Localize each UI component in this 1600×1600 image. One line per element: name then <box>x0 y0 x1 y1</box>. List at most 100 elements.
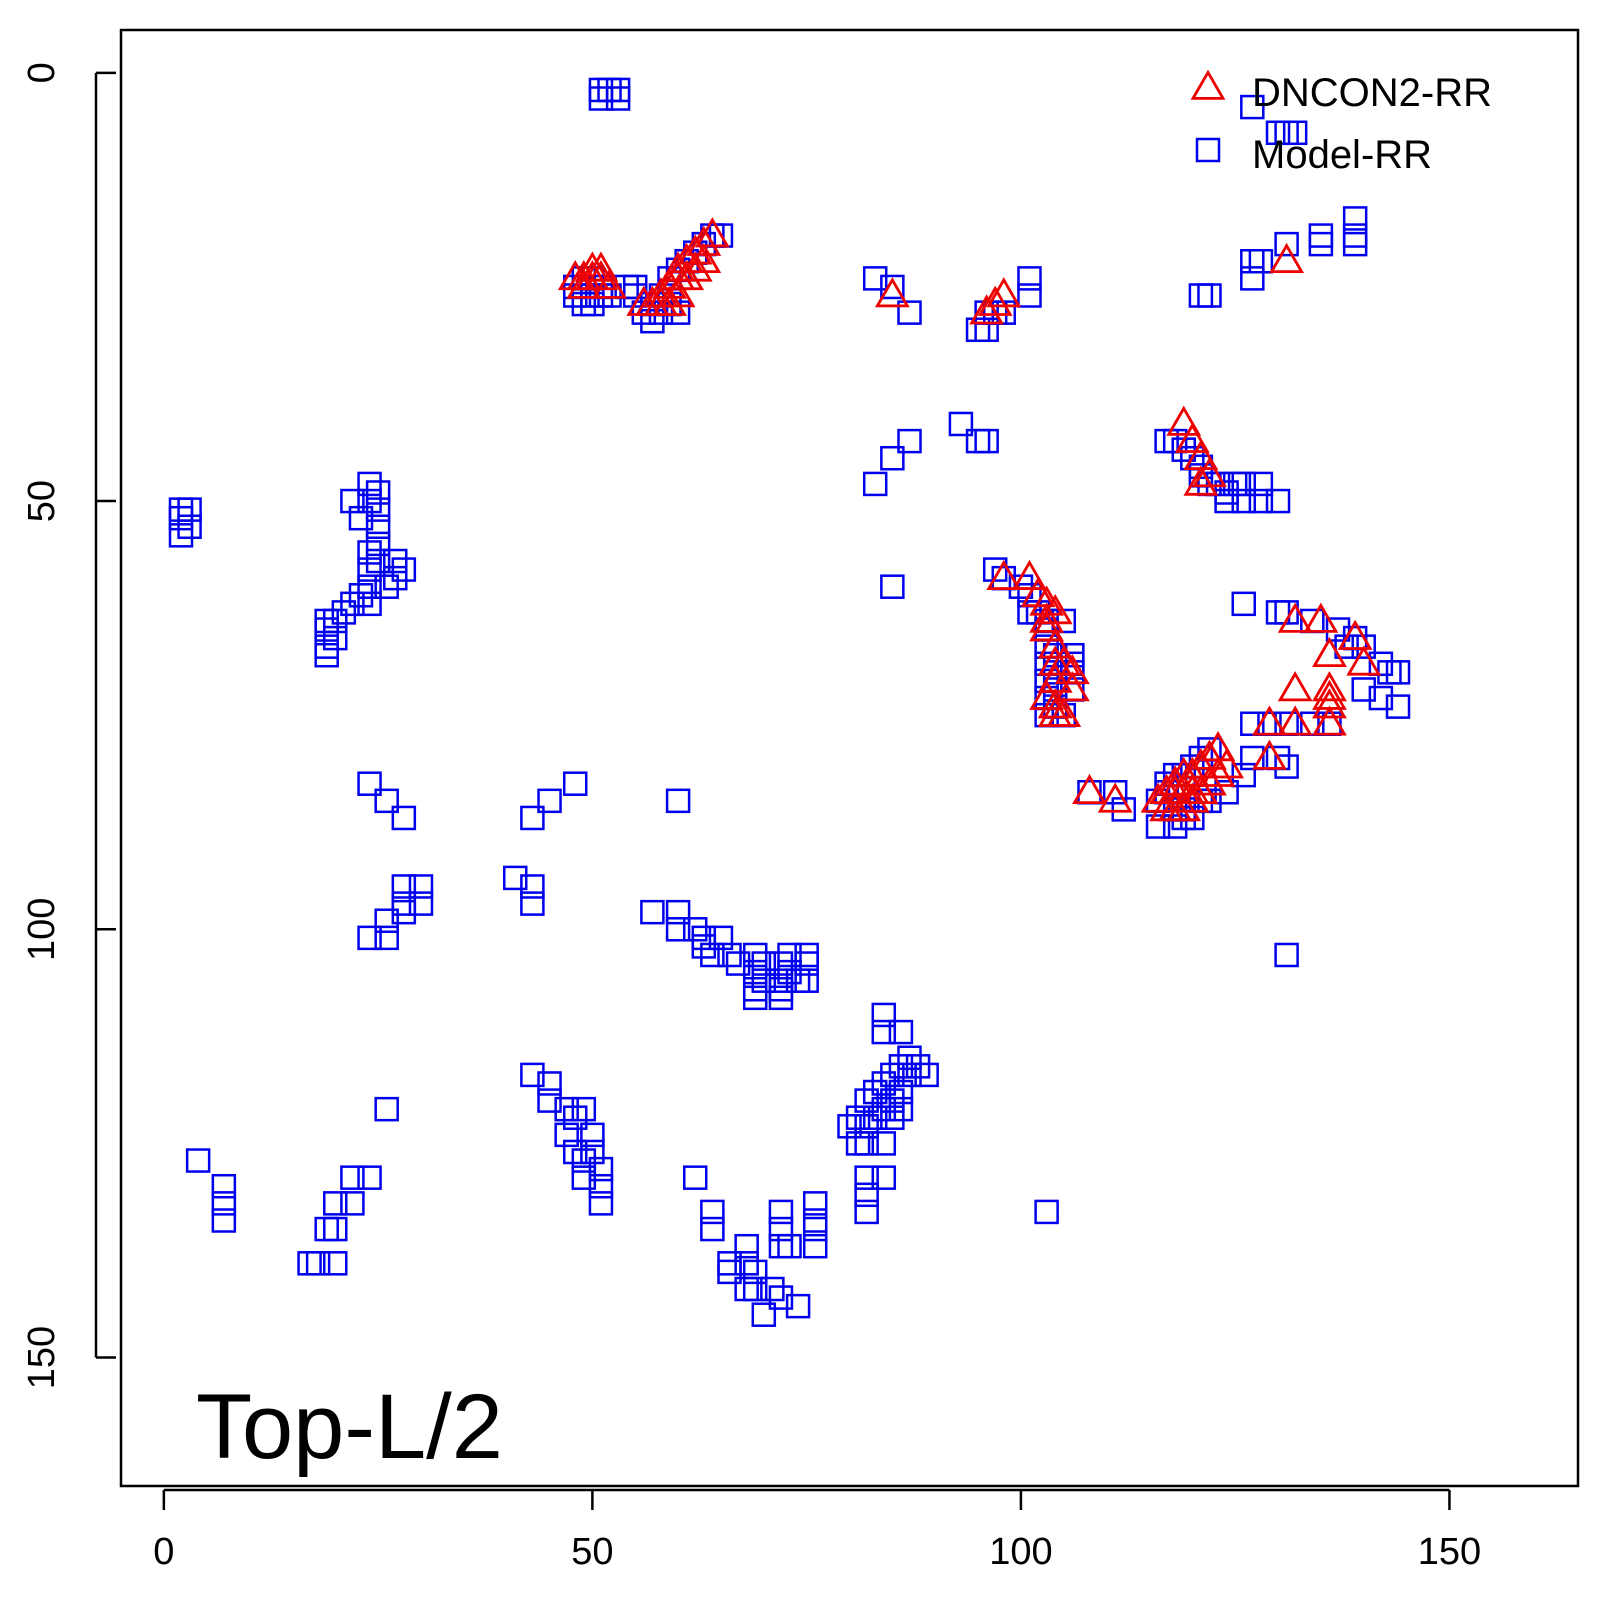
model-rr-point <box>854 1199 879 1225</box>
model-rr-point <box>717 1259 742 1285</box>
dncon2-rr-point <box>1174 773 1210 805</box>
model-rr-point <box>700 942 725 968</box>
y-tick-label: 50 <box>21 480 63 522</box>
model-rr-point <box>365 514 391 540</box>
model-rr-point <box>374 908 399 933</box>
model-rr-point <box>880 274 905 300</box>
model-rr-point <box>1017 283 1042 308</box>
x-tick-label: 0 <box>153 1531 174 1573</box>
dncon2-rr-point <box>1312 688 1347 719</box>
model-rr-point <box>520 1062 545 1088</box>
model-rr-point <box>1231 762 1256 788</box>
model-rr-point <box>365 497 391 522</box>
model-rr-point <box>777 1233 802 1259</box>
model-rr-point <box>365 531 391 557</box>
model-rr-point <box>520 805 545 831</box>
dncon2-rr-point <box>1072 773 1107 805</box>
model-rr-point <box>323 625 348 651</box>
model-rr-point <box>700 1216 725 1242</box>
model-rr-point <box>168 505 194 531</box>
model-rr-point <box>374 1096 399 1122</box>
model-rr-point <box>794 968 819 993</box>
dncon2-rr-point <box>1346 645 1382 676</box>
model-rr-point <box>580 1139 605 1165</box>
dncon2-rr-point <box>1277 602 1313 633</box>
model-rr-point <box>1162 814 1188 839</box>
model-rr-point <box>691 934 717 959</box>
model-rr-point <box>897 1062 922 1088</box>
model-rr-point <box>700 1199 725 1225</box>
legend-marker-dncon2 <box>1190 69 1226 100</box>
dncon2-rr-point <box>566 268 602 299</box>
model-rr-point <box>391 805 417 831</box>
model-rr-point <box>588 1156 614 1182</box>
x-tick-label: 150 <box>1418 1531 1481 1573</box>
model-rr-point <box>734 1251 759 1276</box>
model-rr-point <box>682 1165 708 1190</box>
model-rr-point <box>871 1002 897 1028</box>
model-rr-point <box>1385 660 1411 685</box>
model-rr-point <box>897 300 922 325</box>
model-rr-point <box>965 317 991 343</box>
model-rr-point <box>802 1233 828 1259</box>
model-rr-point <box>1145 814 1171 839</box>
model-rr-point <box>640 308 665 334</box>
model-rr-point <box>357 771 382 796</box>
model-rr-point <box>854 1131 879 1156</box>
model-rr-point <box>408 891 434 916</box>
y-tick-label: 100 <box>21 898 63 961</box>
model-rr-point <box>1240 745 1265 771</box>
model-rr-point <box>1231 488 1256 514</box>
model-rr-point <box>880 1105 905 1130</box>
model-rr-point <box>880 445 905 471</box>
model-rr-point <box>717 1251 742 1276</box>
model-rr-point <box>537 1071 562 1096</box>
dncon2-rr-point <box>1054 671 1090 702</box>
model-rr-point <box>314 634 339 659</box>
model-rr-point <box>588 1191 614 1216</box>
model-rr-point <box>802 1208 828 1233</box>
legend-triangle <box>1190 69 1226 100</box>
model-rr-point <box>357 488 382 514</box>
model-rr-point <box>768 976 794 1002</box>
dncon2-rr-point <box>1174 782 1210 813</box>
dncon2-rr-point <box>1200 756 1236 787</box>
dncon2-rr-point <box>677 251 713 282</box>
model-rr-point <box>948 411 974 437</box>
model-rr-point <box>1214 780 1239 805</box>
model-rr-point <box>837 1114 862 1139</box>
dncon2-rr-point <box>1303 602 1339 633</box>
model-rr-point <box>340 1191 365 1216</box>
model-rr-point <box>1308 223 1334 248</box>
model-rr-point <box>717 942 742 968</box>
model-rr-point <box>605 86 631 111</box>
model-rr-point <box>1342 231 1368 257</box>
dncon2-rr-point <box>1252 705 1287 736</box>
model-rr-point <box>888 1079 914 1105</box>
model-rr-point <box>348 583 374 608</box>
model-rr-point <box>357 540 382 565</box>
model-rr-point <box>383 565 408 591</box>
model-rr-point <box>888 1096 914 1122</box>
model-rr-point <box>1102 780 1128 805</box>
model-rr-point <box>1385 694 1411 719</box>
model-rr-point <box>588 77 614 103</box>
model-rr-point <box>323 1216 348 1242</box>
model-rr-point <box>768 968 794 993</box>
model-rr-point <box>785 1293 811 1319</box>
model-rr-point <box>871 1071 897 1096</box>
model-rr-point <box>340 488 365 514</box>
model-rr-point <box>331 600 357 625</box>
model-rr-point <box>974 428 999 454</box>
model-rr-point <box>314 608 339 634</box>
model-rr-point <box>965 428 991 454</box>
model-rr-point <box>862 1079 888 1105</box>
model-rr-point <box>562 1105 588 1130</box>
model-rr-point <box>177 514 202 540</box>
model-rr-point <box>854 1088 879 1113</box>
legend-label-model: Model-RR <box>1252 133 1432 177</box>
model-rr-point <box>1274 600 1299 625</box>
dncon2-rr-point <box>1029 602 1065 633</box>
model-rr-point <box>897 1045 922 1071</box>
model-rr-point <box>640 899 665 925</box>
